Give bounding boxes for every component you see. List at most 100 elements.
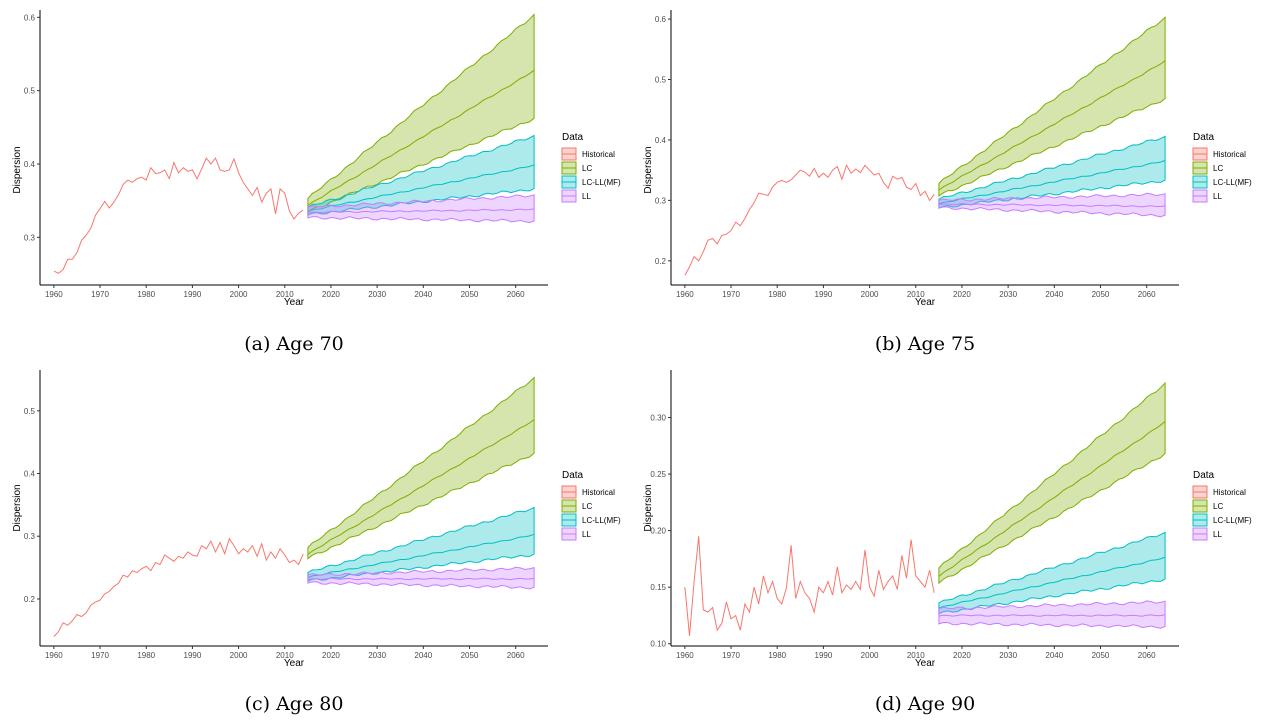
median-line-ll bbox=[938, 202, 1166, 208]
x-tick-label: 1980 bbox=[768, 651, 786, 660]
x-tick-label: 2030 bbox=[999, 290, 1017, 299]
x-tick-label: 2050 bbox=[461, 651, 479, 660]
y-tick-label: 0.10 bbox=[650, 640, 666, 649]
ribbon-lc-ll-mf- bbox=[307, 134, 535, 216]
x-tick-label: 1960 bbox=[676, 290, 694, 299]
x-tick-label: 1970 bbox=[722, 290, 740, 299]
legend-label: LC bbox=[1213, 164, 1223, 173]
historical-line bbox=[53, 157, 304, 274]
x-tick-label: 2040 bbox=[1045, 290, 1063, 299]
ribbon-lc-ll-mf- bbox=[938, 135, 1166, 209]
x-tick-label: 2020 bbox=[322, 651, 340, 660]
panel-age-90: Dispersion Year (d) Age 90 1960 1970 1980 1… bbox=[643, 370, 1252, 715]
legend-label: LL bbox=[582, 192, 591, 201]
x-tick-label: 1980 bbox=[137, 651, 155, 660]
x-tick-label: 2040 bbox=[414, 290, 432, 299]
x-tick-label: 2000 bbox=[861, 651, 879, 660]
x-tick-label: 2050 bbox=[461, 290, 479, 299]
x-tick-label: 2060 bbox=[1138, 651, 1156, 660]
y-tick-label: 0.2 bbox=[655, 257, 667, 266]
legend-label: LC-LL(MF) bbox=[582, 516, 621, 525]
ribbon-lc bbox=[938, 381, 1166, 585]
y-tick-label: 0.4 bbox=[24, 160, 36, 169]
x-tick-label: 2050 bbox=[1092, 290, 1110, 299]
y-tick-label: 0.3 bbox=[24, 233, 36, 242]
x-tick-label: 2000 bbox=[230, 290, 248, 299]
x-tick-label: 1970 bbox=[722, 651, 740, 660]
ribbon-lc-ll-mf- bbox=[938, 531, 1166, 615]
x-tick-label: 2050 bbox=[1092, 651, 1110, 660]
panel-caption: (a) Age 70 bbox=[244, 333, 344, 355]
median-line-lc bbox=[307, 419, 535, 555]
x-tick-label: 2030 bbox=[368, 290, 386, 299]
panel-caption: (b) Age 75 bbox=[875, 333, 975, 355]
x-axis-title: Year bbox=[915, 658, 936, 669]
median-line-lc-ll-mf- bbox=[307, 533, 535, 579]
x-tick-label: 2060 bbox=[507, 651, 525, 660]
median-line-lc-ll-mf- bbox=[307, 164, 535, 212]
y-tick-label: 0.30 bbox=[650, 414, 666, 423]
x-tick-label: 2010 bbox=[907, 290, 925, 299]
median-line-ll bbox=[307, 577, 535, 581]
panel-age-70: Dispersion Year (a) Age 70 1960 1970 1980 1… bbox=[12, 10, 621, 355]
x-tick-label: 2040 bbox=[414, 651, 432, 660]
x-tick-label: 2010 bbox=[907, 651, 925, 660]
x-tick-label: 1960 bbox=[45, 290, 63, 299]
x-tick-label: 2060 bbox=[507, 290, 525, 299]
y-axis-title: Dispersion bbox=[12, 484, 23, 531]
legend-label: Historical bbox=[582, 488, 615, 497]
median-line-lc bbox=[938, 421, 1166, 577]
x-tick-label: 1980 bbox=[768, 290, 786, 299]
y-tick-label: 0.5 bbox=[24, 407, 36, 416]
x-axis-title: Year bbox=[915, 297, 936, 308]
x-tick-label: 1970 bbox=[91, 651, 109, 660]
x-tick-label: 2010 bbox=[276, 290, 294, 299]
x-axis-title: Year bbox=[284, 297, 305, 308]
x-tick-label: 2000 bbox=[230, 651, 248, 660]
panel-caption: (c) Age 80 bbox=[245, 693, 344, 715]
ribbon-lc bbox=[938, 16, 1166, 197]
legend-title: Data bbox=[562, 132, 584, 143]
historical-line bbox=[53, 537, 304, 637]
legend-label: Historical bbox=[1213, 150, 1246, 159]
x-tick-label: 1990 bbox=[815, 651, 833, 660]
x-tick-label: 2020 bbox=[953, 290, 971, 299]
median-line-lc-ll-mf- bbox=[938, 556, 1166, 609]
y-axis-title: Dispersion bbox=[643, 484, 654, 531]
historical-line bbox=[684, 164, 935, 276]
median-line-ll bbox=[938, 614, 1166, 617]
legend-title: Data bbox=[1193, 132, 1215, 143]
ribbon-lc bbox=[307, 376, 535, 560]
y-axis-title: Dispersion bbox=[643, 146, 654, 193]
x-tick-label: 1980 bbox=[137, 290, 155, 299]
y-tick-label: 0.6 bbox=[24, 13, 36, 22]
panel-age-80: Dispersion Year (c) Age 80 1960 1970 1980 1… bbox=[12, 370, 621, 715]
y-tick-label: 0.15 bbox=[650, 583, 666, 592]
ribbon-ll bbox=[307, 194, 535, 224]
ribbon-lc bbox=[307, 13, 535, 214]
y-tick-label: 0.20 bbox=[650, 527, 666, 536]
x-tick-label: 2060 bbox=[1138, 290, 1156, 299]
legend-label: LC bbox=[1213, 502, 1223, 511]
ribbon-ll bbox=[938, 600, 1166, 629]
legend-label: LC bbox=[582, 502, 592, 511]
legend-title: Data bbox=[1193, 470, 1215, 481]
y-tick-label: 0.3 bbox=[24, 532, 36, 541]
x-tick-label: 1960 bbox=[676, 651, 694, 660]
y-axis-title: Dispersion bbox=[12, 146, 23, 193]
x-tick-label: 2040 bbox=[1045, 651, 1063, 660]
legend-label: LL bbox=[582, 530, 591, 539]
historical-line bbox=[684, 536, 935, 636]
legend-label: Historical bbox=[1213, 488, 1246, 497]
y-tick-label: 0.5 bbox=[655, 76, 667, 85]
x-tick-label: 2000 bbox=[861, 290, 879, 299]
x-tick-label: 1990 bbox=[815, 290, 833, 299]
x-tick-label: 2020 bbox=[953, 651, 971, 660]
legend-label: LL bbox=[1213, 530, 1222, 539]
legend-title: Data bbox=[562, 470, 584, 481]
legend-label: LL bbox=[1213, 192, 1222, 201]
legend-label: LC-LL(MF) bbox=[582, 178, 621, 187]
y-tick-label: 0.2 bbox=[24, 595, 36, 604]
y-tick-label: 0.5 bbox=[24, 87, 36, 96]
median-line-lc bbox=[307, 69, 535, 206]
